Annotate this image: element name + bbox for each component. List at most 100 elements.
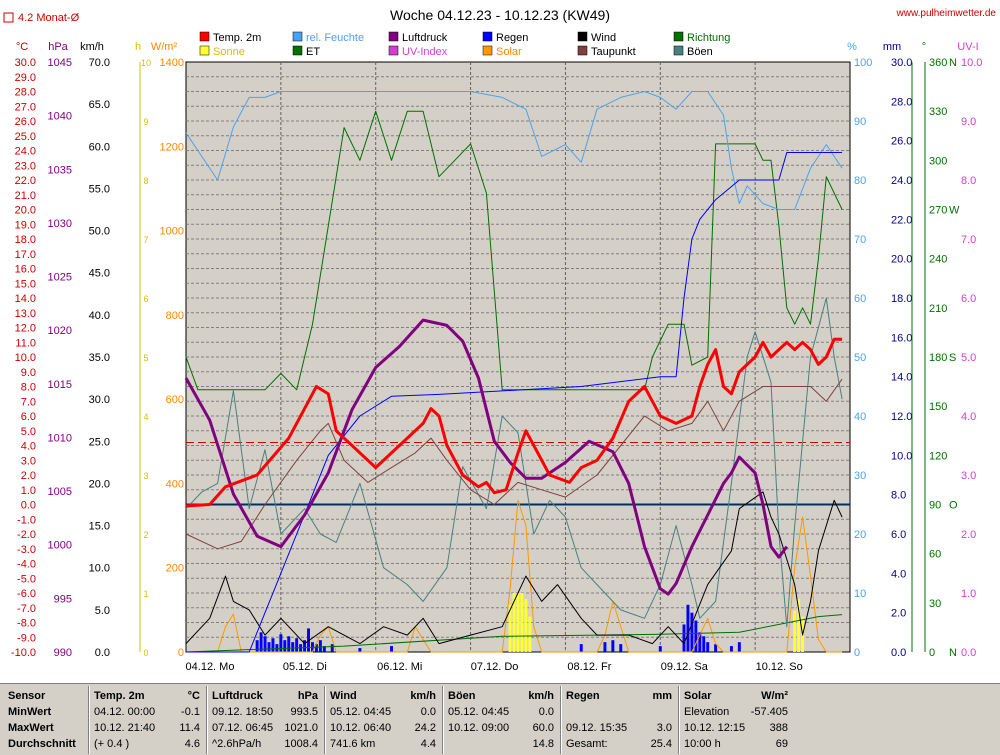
temp-tick-label: 25.0: [15, 131, 36, 143]
bar-mark: [793, 610, 797, 652]
legend-label: Böen: [687, 46, 713, 58]
stats-row-label: Durchschnitt: [8, 738, 76, 750]
direction-tick-label: 360: [929, 57, 947, 69]
kmh-tick-label: 45.0: [89, 268, 110, 280]
bar-mark: [729, 646, 733, 652]
hpa-tick-label: 1030: [48, 218, 72, 230]
legend-swatch: [199, 45, 210, 56]
kmh-tick-label: 35.0: [89, 352, 110, 364]
temp-tick-label: 6.0: [21, 411, 36, 423]
x-tick-label: 07.12. Do: [471, 661, 519, 673]
bar-mark: [603, 642, 607, 652]
month-avg-marker-icon: [3, 12, 14, 23]
solar-max-time: 10.12. 12:15: [684, 722, 746, 734]
bar-mark: [694, 620, 698, 652]
temp-avg-extra: (+ 0.4 ): [94, 738, 130, 750]
bar-mark: [314, 644, 318, 652]
series-line: [185, 614, 843, 653]
direction-letter-label: O: [949, 500, 958, 512]
temp-tick-label: 23.0: [15, 160, 36, 172]
humidity-tick-label: 80: [854, 175, 866, 187]
stats-row-label: MinWert: [8, 706, 52, 718]
sun-hours-tick-label: 4: [143, 412, 148, 422]
uv-tick-label: 5.0: [961, 352, 976, 364]
bar-mark: [516, 593, 520, 652]
legend-swatch: [577, 31, 588, 42]
x-tick-label: 08.12. Fr: [567, 661, 611, 673]
hpa-tick-label: 1010: [48, 432, 72, 444]
rain-tick-label: 26.0: [891, 136, 912, 148]
hpa-tick-label: 1005: [48, 486, 72, 498]
humidity-tick-label: 40: [854, 411, 866, 423]
direction-letter-label: N: [949, 647, 957, 659]
humidity-tick-label: 60: [854, 293, 866, 305]
direction-tick-label: 300: [929, 155, 947, 167]
temp-tick-label: -1.0: [17, 514, 36, 526]
bar-mark: [295, 638, 299, 652]
wind-unit: km/h: [410, 690, 436, 702]
temp-tick-label: -4.0: [17, 559, 36, 571]
rain-tick-label: 4.0: [891, 568, 906, 580]
bar-mark: [524, 598, 528, 652]
pressure-unit: hPa: [297, 690, 318, 702]
axis-unit-label: hPa: [48, 41, 68, 53]
pressure-min: 993.5: [290, 706, 318, 718]
bar-mark: [512, 593, 516, 652]
stats-row-label: MaxWert: [8, 722, 54, 734]
uv-tick-label: 0.0: [961, 647, 976, 659]
temp-tick-label: 18.0: [15, 234, 36, 246]
legend-label: Regen: [496, 32, 528, 44]
solar-tick-label: 200: [166, 563, 184, 575]
direction-tick-label: 60: [929, 549, 941, 561]
kmh-tick-label: 0.0: [95, 647, 110, 659]
direction-tick-label: 330: [929, 106, 947, 118]
bar-mark: [259, 632, 263, 652]
bar-mark: [690, 612, 694, 652]
stats-separator: [206, 686, 208, 754]
axis-unit-label: °C: [16, 41, 28, 53]
pressure-min-time: 09.12. 18:50: [212, 706, 274, 718]
temp-max-time: 10.12. 21:40: [94, 722, 156, 734]
temp-unit: °C: [187, 690, 200, 702]
axis-unit-label: mm: [883, 41, 901, 53]
temp-title: Temp. 2m: [94, 690, 145, 702]
hpa-tick-label: 1040: [48, 111, 72, 123]
legend-swatch: [482, 45, 493, 56]
axis-ticks: 30.029.028.027.026.025.024.023.022.021.0…: [11, 57, 983, 659]
temp-tick-label: 16.0: [15, 264, 36, 276]
direction-tick-label: 0: [929, 647, 935, 659]
sun-hours-tick-label: 2: [143, 530, 148, 540]
hpa-tick-label: 1000: [48, 540, 72, 552]
bar-mark: [330, 644, 334, 652]
temp-tick-label: 1.0: [21, 485, 36, 497]
bar-mark: [698, 632, 702, 652]
rain-tick-label: 16.0: [891, 332, 912, 344]
kmh-tick-label: 50.0: [89, 226, 110, 238]
legend-label: Richtung: [687, 32, 730, 44]
temp-tick-label: 11.0: [15, 337, 36, 349]
wind-max-time: 10.12. 06:40: [330, 722, 392, 734]
temp-tick-label: 24.0: [15, 146, 36, 158]
axis-unit-label: h: [135, 41, 141, 53]
temp-tick-label: 17.0: [15, 249, 36, 261]
bar-mark: [619, 644, 623, 652]
x-tick-label: 06.12. Mi: [377, 661, 422, 673]
pressure-max: 1021.0: [284, 722, 318, 734]
axis-units: °C hPa km/h h W/m²% mm ° UV-I: [16, 41, 979, 53]
temp-tick-label: 4.0: [21, 441, 36, 453]
bar-mark: [275, 644, 279, 652]
solar-tick-label: 600: [166, 394, 184, 406]
x-tick-label: 09.12. Sa: [661, 661, 709, 673]
humidity-tick-label: 90: [854, 116, 866, 128]
temp-tick-label: 30.0: [15, 57, 36, 69]
rain-tick-label: 10.0: [891, 450, 912, 462]
uv-tick-label: 9.0: [961, 116, 976, 128]
sun-hours-tick-label: 5: [143, 353, 148, 363]
temp-max: 11.4: [179, 722, 200, 734]
wind-min: 0.0: [420, 706, 436, 718]
stats-row-label: Sensor: [8, 690, 46, 702]
legend-label: Solar: [496, 46, 522, 58]
solar-sun-hours: 10:00 h: [684, 738, 721, 750]
solar-tick-label: 800: [166, 310, 184, 322]
hpa-tick-label: 1020: [48, 325, 72, 337]
